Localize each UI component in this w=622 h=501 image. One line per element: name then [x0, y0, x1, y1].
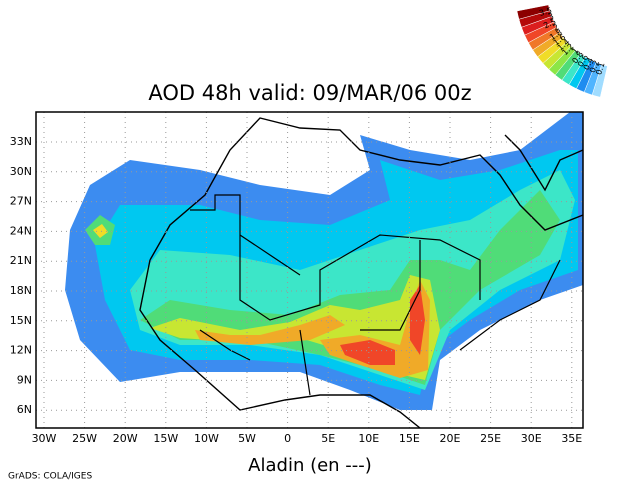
colorbar-label: 2: [552, 22, 561, 32]
caption: Aladin (en ---): [248, 455, 372, 476]
lon-label: 25E: [480, 432, 501, 445]
lat-label: 12N: [10, 344, 32, 357]
lon-label: 20E: [440, 432, 461, 445]
lat-label: 30N: [10, 165, 32, 178]
lon-label: 15W: [153, 432, 178, 445]
lon-label: 30E: [521, 432, 542, 445]
lat-label: 6N: [17, 403, 32, 416]
borders: [190, 194, 561, 396]
dust-region: [93, 224, 108, 238]
axis-labels: 30W 25W 20W 15W 10W 5W 0 5E 10E 15E 20E 25E 30E 35E 33…: [10, 135, 583, 445]
coastline: [139, 117, 583, 428]
lon-label: 5W: [238, 432, 256, 445]
lon-label: 10E: [358, 432, 379, 445]
lat-label: 21N: [10, 254, 32, 267]
map-area: [65, 112, 583, 428]
lon-label: 15E: [399, 432, 420, 445]
graticule: [36, 112, 583, 428]
lat-label: 27N: [10, 195, 32, 208]
lon-label: 10W: [194, 432, 219, 445]
lon-label: 0: [284, 432, 291, 445]
colorbar-label: 1: [570, 46, 580, 56]
colorbar: 0.10.20.40.60.811.21.41.61.822.533.5: [516, 4, 608, 98]
colorbar-label: 0.2: [588, 59, 601, 74]
lon-label: 35E: [561, 432, 582, 445]
lon-label: 20W: [113, 432, 138, 445]
colorbar-label: 0.1: [594, 61, 606, 76]
colorbar-segment: [516, 4, 551, 20]
lat-label: 9N: [17, 373, 32, 386]
lat-label: 15N: [10, 314, 32, 327]
credit: GrADS: COLA/IGES: [8, 472, 92, 482]
lon-label: 25W: [72, 432, 97, 445]
colorbar-label: 3.5: [538, 6, 553, 18]
map-frame: [35, 111, 584, 429]
lat-label: 18N: [10, 284, 32, 297]
dust-region: [340, 285, 425, 365]
map-title: AOD 48h valid: 09/MAR/06 00z: [148, 81, 471, 105]
lon-label: 30W: [32, 432, 57, 445]
lat-label: 33N: [10, 135, 32, 148]
lon-label: 5E: [321, 432, 335, 445]
colorbar-label: 3: [547, 12, 555, 22]
lat-label: 24N: [10, 224, 32, 237]
